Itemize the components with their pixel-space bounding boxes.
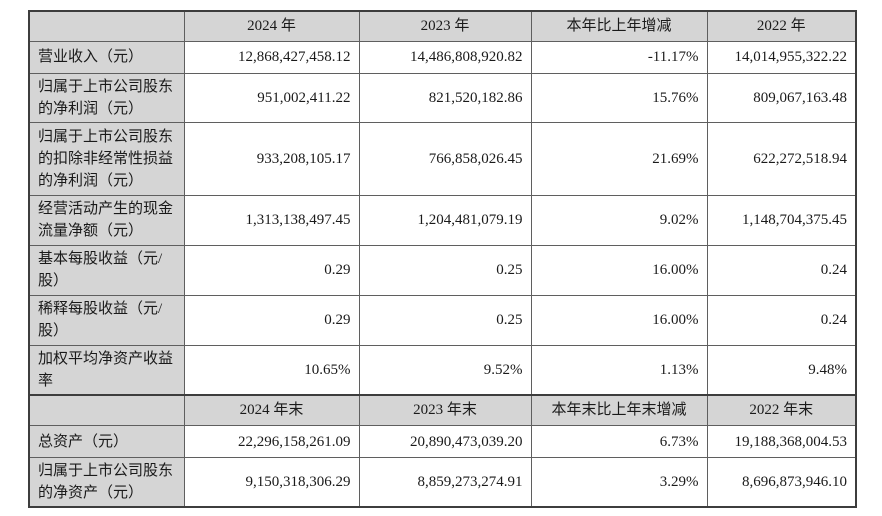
cell-value: 8,859,273,274.91: [358, 457, 532, 508]
cell-value: 0.25: [358, 294, 532, 346]
table-row: 稀释每股收益（元/股） 0.29 0.25 16.00% 0.24: [28, 294, 857, 346]
cell-value: 21.69%: [530, 121, 708, 196]
row-label-net-assets: 归属于上市公司股东的净资产（元）: [28, 457, 185, 508]
cell-value: 14,486,808,920.82: [358, 40, 532, 74]
cell-value: 0.25: [358, 244, 532, 296]
row-label-diluted-eps: 稀释每股收益（元/股）: [28, 294, 185, 346]
column-header-yoy-change: 本年比上年增减: [530, 10, 708, 42]
column-header-2023-year-end: 2023 年末: [358, 394, 532, 426]
row-label-total-assets: 总资产（元）: [28, 425, 185, 458]
cell-value: 0.29: [183, 294, 360, 346]
cell-value: 20,890,473,039.20: [358, 425, 532, 458]
column-header-2024-year-end: 2024 年末: [183, 394, 360, 426]
cell-value: 1,148,704,375.45: [706, 194, 857, 246]
table-row: 营业收入（元） 12,868,427,458.12 14,486,808,920…: [28, 40, 857, 74]
column-header-2024: 2024 年: [183, 10, 360, 42]
row-label-basic-eps: 基本每股收益（元/股）: [28, 244, 185, 296]
column-header-blank: [28, 10, 185, 42]
cell-value: 622,272,518.94: [706, 121, 857, 196]
column-header-2022: 2022 年: [706, 10, 857, 42]
cell-value: 14,014,955,322.22: [706, 40, 857, 74]
table-row: 加权平均净资产收益率 10.65% 9.52% 1.13% 9.48%: [28, 344, 857, 396]
cell-value: 22,296,158,261.09: [183, 425, 360, 458]
cell-value: 3.29%: [530, 457, 708, 508]
column-header-year-end-change: 本年末比上年末增减: [530, 394, 708, 426]
cell-value: 9,150,318,306.29: [183, 457, 360, 508]
row-label-operating-revenue: 营业收入（元）: [28, 40, 185, 74]
table-header-row-year-end: 2024 年末 2023 年末 本年末比上年末增减 2022 年末: [28, 394, 857, 426]
cell-value: -11.17%: [530, 40, 708, 74]
cell-value: 1.13%: [530, 344, 708, 396]
column-header-blank: [28, 394, 185, 426]
cell-value: 951,002,411.22: [183, 72, 360, 123]
cell-value: 821,520,182.86: [358, 72, 532, 123]
table-row: 归属于上市公司股东的净资产（元） 9,150,318,306.29 8,859,…: [28, 457, 857, 508]
cell-value: 0.24: [706, 244, 857, 296]
column-header-2022-year-end: 2022 年末: [706, 394, 857, 426]
table-row: 总资产（元） 22,296,158,261.09 20,890,473,039.…: [28, 425, 857, 458]
cell-value: 0.29: [183, 244, 360, 296]
cell-value: 16.00%: [530, 244, 708, 296]
table-row: 经营活动产生的现金流量净额（元） 1,313,138,497.45 1,204,…: [28, 194, 857, 246]
table-row: 基本每股收益（元/股） 0.29 0.25 16.00% 0.24: [28, 244, 857, 296]
cell-value: 19,188,368,004.53: [706, 425, 857, 458]
cell-value: 16.00%: [530, 294, 708, 346]
cell-value: 9.52%: [358, 344, 532, 396]
row-label-net-profit: 归属于上市公司股东的净利润（元）: [28, 72, 185, 123]
cell-value: 9.48%: [706, 344, 857, 396]
cell-value: 0.24: [706, 294, 857, 346]
row-label-operating-cash-flow: 经营活动产生的现金流量净额（元）: [28, 194, 185, 246]
column-header-2023: 2023 年: [358, 10, 532, 42]
cell-value: 15.76%: [530, 72, 708, 123]
financial-summary-table: 2024 年 2023 年 本年比上年增减 2022 年 营业收入（元） 12,…: [28, 10, 857, 508]
cell-value: 12,868,427,458.12: [183, 40, 360, 74]
cell-value: 1,204,481,079.19: [358, 194, 532, 246]
cell-value: 10.65%: [183, 344, 360, 396]
table-header-row: 2024 年 2023 年 本年比上年增减 2022 年: [28, 10, 857, 42]
cell-value: 933,208,105.17: [183, 121, 360, 196]
cell-value: 809,067,163.48: [706, 72, 857, 123]
cell-value: 9.02%: [530, 194, 708, 246]
table-row: 归属于上市公司股东的扣除非经常性损益的净利润（元） 933,208,105.17…: [28, 121, 857, 196]
cell-value: 766,858,026.45: [358, 121, 532, 196]
table-row: 归属于上市公司股东的净利润（元） 951,002,411.22 821,520,…: [28, 72, 857, 123]
cell-value: 1,313,138,497.45: [183, 194, 360, 246]
row-label-weighted-avg-roe: 加权平均净资产收益率: [28, 344, 185, 396]
row-label-net-profit-excl-nonrecurring: 归属于上市公司股东的扣除非经常性损益的净利润（元）: [28, 121, 185, 196]
cell-value: 6.73%: [530, 425, 708, 458]
cell-value: 8,696,873,946.10: [706, 457, 857, 508]
